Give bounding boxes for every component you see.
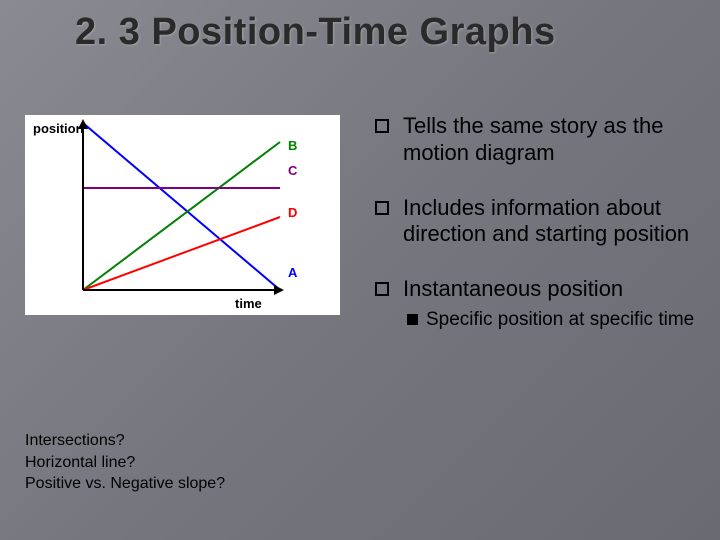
bullet-1-text: Tells the same story as the motion diagr…	[403, 113, 705, 167]
series-line-B	[83, 142, 280, 290]
questions-block: Intersections? Horizontal line? Positive…	[25, 430, 225, 495]
slide-title: 2. 3 Position-Time Graphs	[75, 11, 556, 54]
series-label-A: A	[288, 265, 298, 280]
filled-square-bullet-icon	[407, 314, 418, 325]
question-3: Positive vs. Negative slope?	[25, 473, 225, 495]
series-line-D	[83, 217, 280, 290]
bullet-list: Tells the same story as the motion diagr…	[375, 113, 705, 332]
series-label-C: C	[288, 163, 298, 178]
bullet-3-sub: Specific position at specific time	[407, 309, 705, 332]
bullet-1: Tells the same story as the motion diagr…	[375, 113, 705, 167]
square-bullet-icon	[375, 282, 389, 296]
position-time-chart: position time BC D A	[25, 115, 340, 315]
bullet-2: Includes information about direction and…	[375, 195, 705, 249]
square-bullet-icon	[375, 201, 389, 215]
series-label-D: D	[288, 205, 297, 220]
question-1: Intersections?	[25, 430, 225, 452]
bullet-2-text: Includes information about direction and…	[403, 195, 705, 249]
question-2: Horizontal line?	[25, 452, 225, 474]
series-line-A	[83, 123, 280, 290]
x-axis-arrow	[274, 285, 284, 295]
bullet-3-sub-text: Specific position at specific time	[426, 309, 694, 332]
y-axis-label: position	[33, 121, 84, 136]
series-label-B: B	[288, 138, 297, 153]
bullet-3-text: Instantaneous position	[403, 276, 623, 303]
x-axis-label: time	[235, 296, 262, 311]
square-bullet-icon	[375, 119, 389, 133]
bullet-3: Instantaneous position	[375, 276, 705, 303]
chart-svg: position time BC D A	[25, 115, 340, 315]
